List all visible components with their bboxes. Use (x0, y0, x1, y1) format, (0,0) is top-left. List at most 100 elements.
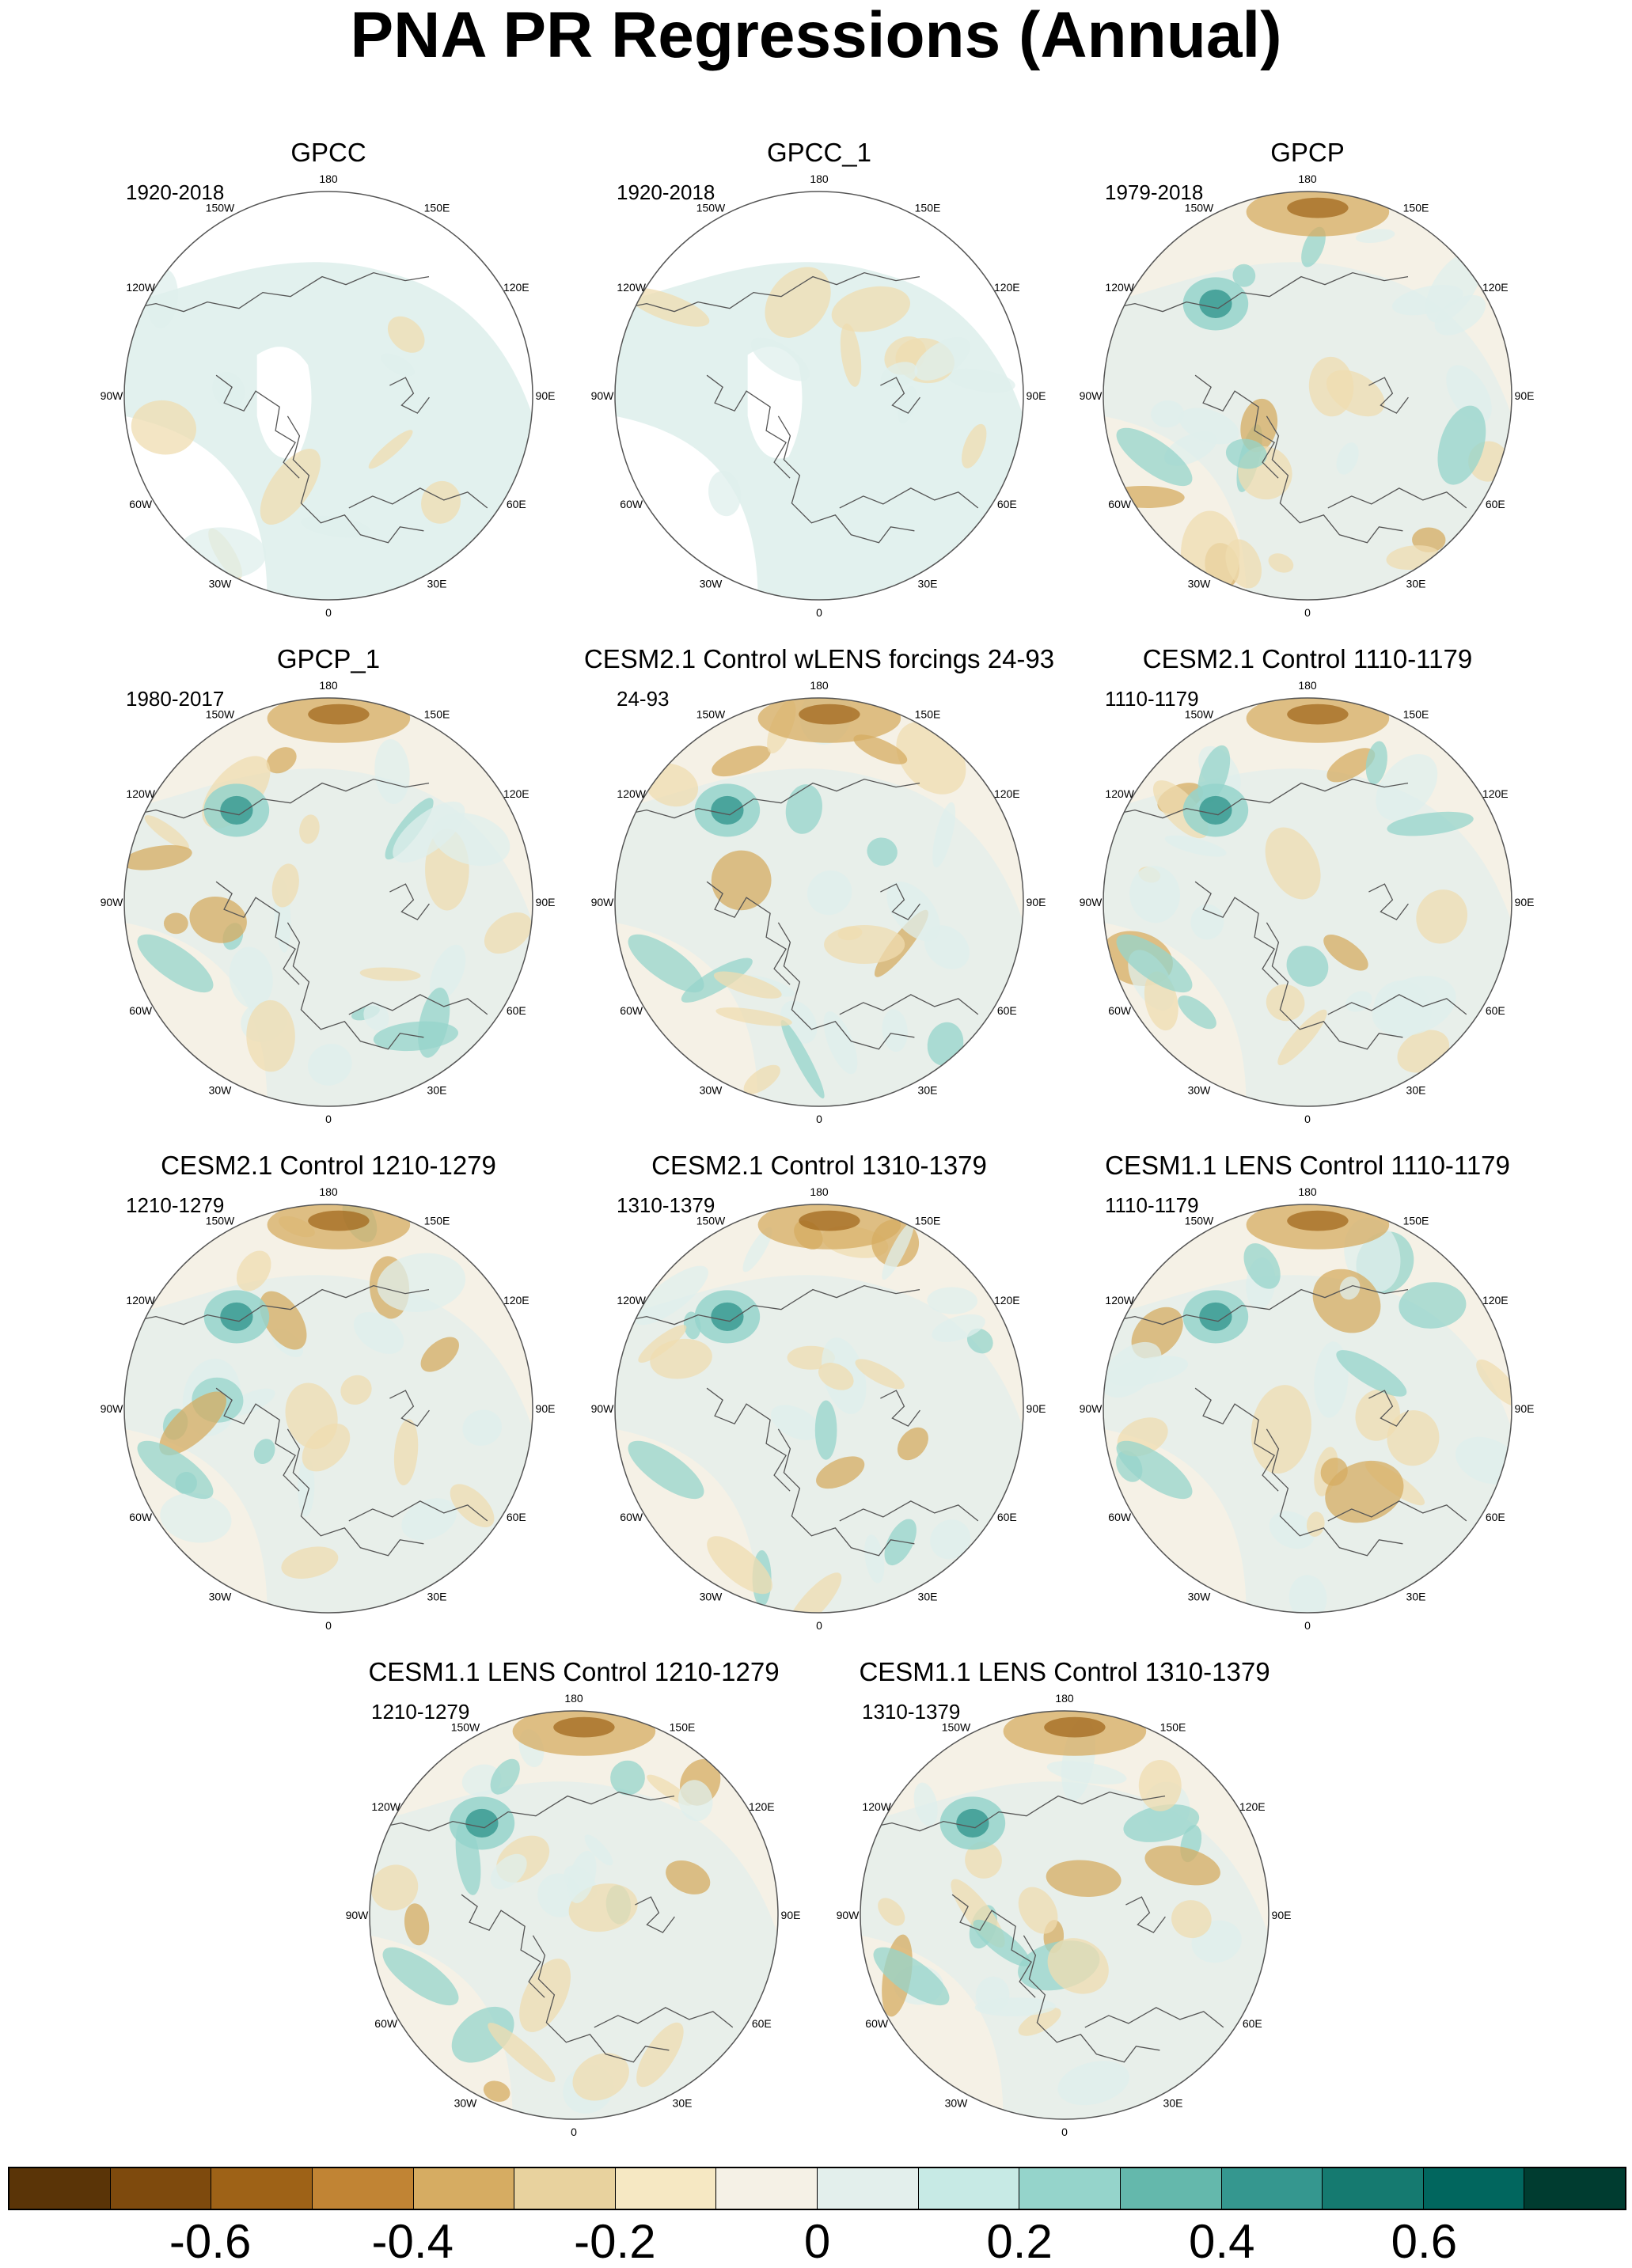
coastline-greenland-europe (777, 1428, 915, 1557)
longitude-label: 60E (1486, 1004, 1505, 1017)
anomaly-contour (965, 1841, 1002, 1879)
longitude-label: 30W (700, 1590, 723, 1602)
longitude-label: 150E (915, 708, 941, 721)
colorbar-swatch (1019, 2168, 1121, 2209)
anomaly-contour (308, 704, 370, 725)
longitude-label: 60E (997, 1511, 1017, 1523)
panel-title: GPCP (1270, 138, 1345, 167)
longitude-label: 150W (942, 1721, 971, 1734)
period-label: 1210-1279 (126, 1193, 224, 1217)
longitude-label: 90W (101, 389, 124, 402)
panel-title: CESM2.1 Control 1210-1279 (161, 1151, 496, 1180)
coastline-greenland-europe (777, 415, 915, 544)
longitude-label: 60W (1108, 1004, 1132, 1017)
land-region (1103, 262, 1512, 600)
colorbar-swatch (1120, 2168, 1222, 2209)
colorbar-swatch (818, 2168, 919, 2209)
period-label: 1310-1379 (862, 1700, 960, 1724)
longitude-label: 120W (126, 281, 155, 294)
anomaly-contour (765, 267, 831, 338)
anomaly-contour (818, 1363, 854, 1390)
longitude-label: 30W (454, 2096, 478, 2109)
anomaly-contour (1387, 811, 1474, 836)
anomaly-contour (1399, 1282, 1467, 1329)
longitude-label: 30E (427, 1083, 447, 1096)
coastline-siberia (880, 377, 920, 414)
longitude-labels: 180 150E 120E 90E 60E 30E 0 30W 60W 90W 120W 150W (101, 1185, 556, 1632)
anomaly-contour (553, 1716, 615, 1738)
coastline-mediterranean (839, 994, 979, 1015)
anomaly-contour (927, 1287, 978, 1314)
anomaly-contour (855, 1359, 905, 1390)
colorbar-swatch (413, 2168, 515, 2209)
longitude-label: 30E (1406, 577, 1426, 590)
longitude-label: 60W (129, 1511, 153, 1523)
longitude-label: 150W (451, 1721, 480, 1734)
longitude-label: 180 (319, 1185, 338, 1198)
panel-title: CESM1.1 LENS Control 1110-1179 (1105, 1151, 1510, 1180)
anomaly-contour (1199, 795, 1232, 825)
anomaly-contour (711, 1302, 744, 1331)
anomaly-contour (840, 323, 862, 387)
anomaly-contour (816, 1456, 865, 1489)
period-label: 1110-1179 (1105, 1193, 1199, 1217)
no-data-region (256, 347, 312, 459)
anomaly-contour (159, 1391, 227, 1456)
anomaly-contour (567, 1850, 597, 1903)
colorbar-swatch (1423, 2168, 1525, 2209)
longitude-label: 60W (129, 498, 153, 510)
longitude-label: 90W (101, 1402, 124, 1415)
map-field (124, 1204, 533, 1613)
coastline-siberia (880, 883, 920, 920)
anomaly-contour (1287, 197, 1349, 218)
coastline-siberia (1368, 377, 1409, 414)
longitude-label: 150E (1403, 708, 1429, 721)
longitude-label: 120W (617, 281, 646, 294)
longitude-label: 90E (1027, 896, 1046, 908)
anomaly-contour (572, 2053, 629, 2101)
longitude-label: 180 (319, 679, 338, 692)
anomaly-contour (873, 1947, 950, 2006)
longitude-label: 120W (371, 1800, 400, 1813)
anomaly-contour (882, 1221, 914, 1280)
colorbar-tick-label: 0.2 (986, 2215, 1053, 2268)
longitude-label: 0 (1304, 606, 1311, 619)
longitude-label: 120W (1105, 281, 1134, 294)
coastline-siberia (1368, 883, 1409, 920)
longitude-label: 120E (1482, 281, 1509, 294)
anomaly-contour (1476, 1359, 1512, 1407)
anomaly-contour (628, 1440, 704, 1500)
map-boundary (1103, 191, 1512, 601)
colorbar-swatch (9, 2168, 111, 2209)
panel-title: CESM1.1 LENS Control 1210-1279 (368, 1657, 779, 1686)
colorbar-swatch (1323, 2168, 1424, 2209)
anomaly-contour (1287, 1210, 1349, 1231)
longitude-label: 30W (209, 1590, 233, 1602)
map-panel: 180 150E 120E 90E 60E 30E 0 30W 60W 90W 120W 150W CE… (1080, 644, 1535, 1125)
anomaly-contour (666, 1860, 711, 1894)
anomaly-contour (421, 480, 461, 524)
anomaly-contour (713, 971, 782, 999)
anomaly-contour (678, 1780, 713, 1822)
coastlines (124, 1284, 488, 1557)
anomaly-contour (430, 944, 466, 1001)
anomaly-contour (913, 1782, 938, 1826)
figure-title: PNA PR Regressions (Annual) (350, 0, 1282, 71)
anomaly-contour (1287, 704, 1349, 725)
longitude-label: 30E (918, 1590, 938, 1602)
map-boundary (369, 1710, 779, 2120)
longitude-label: 150W (696, 708, 726, 721)
anomaly-contour (1268, 553, 1294, 573)
anomaly-contour (340, 1375, 372, 1405)
longitude-label: 30E (1406, 1083, 1426, 1096)
anomaly-contour (708, 470, 742, 517)
anomaly-contour (302, 1423, 351, 1472)
anomaly-contour (1312, 1269, 1381, 1333)
anomaly-contour (823, 1011, 858, 1075)
anomaly-contour (831, 286, 910, 332)
anomaly-contour (914, 337, 970, 381)
anomaly-contour (308, 1210, 370, 1231)
anomaly-contour (1129, 866, 1181, 924)
longitude-label: 60W (374, 2017, 398, 2030)
map-field (370, 1711, 778, 2119)
